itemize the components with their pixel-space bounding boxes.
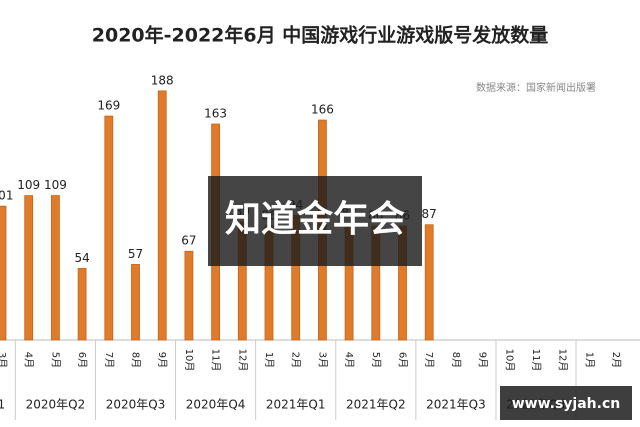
value-label: 67 xyxy=(181,234,196,248)
x-tick-label: 5月 xyxy=(49,352,61,368)
bar xyxy=(184,250,194,341)
x-tick-label: 11月 xyxy=(210,349,222,372)
value-label: 101 xyxy=(0,189,13,203)
x-tick-label: 9月 xyxy=(477,352,489,368)
x-tick-label: 6月 xyxy=(76,352,88,368)
x-tick-label: 10月 xyxy=(183,349,195,372)
value-label: 87 xyxy=(422,207,437,221)
x-tick-label: 3月 xyxy=(0,352,8,368)
quarter-label: 2020年Q1 xyxy=(0,398,5,412)
x-tick-label: 12月 xyxy=(236,349,248,372)
bar xyxy=(51,195,60,341)
quarter-label: 2020年Q2 xyxy=(26,398,86,412)
x-tick-label: 4月 xyxy=(343,352,355,368)
bar xyxy=(131,264,140,341)
x-tick-label: 4月 xyxy=(23,352,35,368)
value-label: 166 xyxy=(311,103,334,117)
x-tick-label: 9月 xyxy=(156,352,168,368)
x-tick-label: 2月 xyxy=(610,352,622,368)
value-label: 109 xyxy=(17,178,40,192)
bar xyxy=(157,90,167,341)
bar xyxy=(24,195,34,341)
x-tick-label: 3月 xyxy=(316,352,328,368)
x-tick-label: 7月 xyxy=(103,352,115,368)
quarter-label: 2021年Q2 xyxy=(346,398,406,412)
value-label: 109 xyxy=(44,178,67,192)
x-tick-label: 7月 xyxy=(423,352,435,368)
x-tick-label: 6月 xyxy=(397,352,409,368)
bar xyxy=(104,115,114,341)
bar xyxy=(0,205,7,341)
x-tick-label: 8月 xyxy=(450,352,462,368)
x-tick-label: 1月 xyxy=(583,352,595,368)
value-label: 57 xyxy=(128,247,143,261)
watermark-box xyxy=(500,386,632,420)
x-tick-label: 8月 xyxy=(130,352,142,368)
overlay: 知道金年会 www.syjah.cn xyxy=(208,176,632,420)
quarter-label: 2020年Q3 xyxy=(106,398,166,412)
x-tick-label: 11月 xyxy=(530,349,542,372)
value-label: 163 xyxy=(204,107,227,121)
watermark-box xyxy=(208,176,422,266)
x-tick-label: 10月 xyxy=(503,349,515,372)
source-note: 数据来源：国家新闻出版署 xyxy=(476,81,596,94)
bar xyxy=(77,268,87,341)
value-label: 54 xyxy=(74,251,89,265)
quarter-label: 2021年Q3 xyxy=(426,398,486,412)
value-label: 169 xyxy=(97,99,120,113)
bar xyxy=(424,224,434,341)
watermark-url: www.syjah.cn xyxy=(512,396,620,412)
x-tick-label: 12月 xyxy=(557,349,569,372)
x-tick-label: 5月 xyxy=(370,352,382,368)
value-label: 188 xyxy=(151,73,174,87)
quarter-label: 2021年Q1 xyxy=(266,398,326,412)
watermark-text: 知道金年会 xyxy=(225,198,405,240)
quarter-label: 2020年Q4 xyxy=(186,398,246,412)
chart-title: 2020年-2022年6月 中国游戏行业游戏版号发放数量 xyxy=(92,24,548,47)
x-tick-label: 2月 xyxy=(290,352,302,368)
x-tick-label: 1月 xyxy=(263,352,275,368)
